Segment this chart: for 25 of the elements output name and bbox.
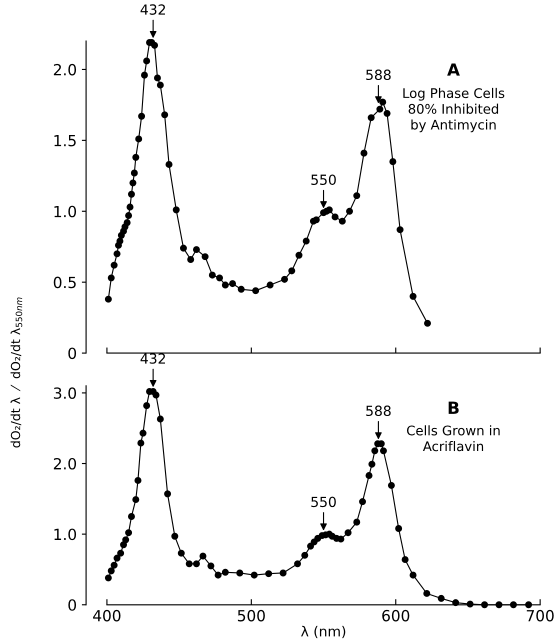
annotation: 432 — [140, 4, 165, 15]
y-tick-label: 1.5 — [54, 135, 76, 146]
annotation: B — [448, 402, 459, 414]
y-tick-label: 3.0 — [54, 387, 76, 399]
annotation: 432 — [140, 353, 165, 364]
annotation: 588 — [366, 70, 391, 80]
y-tick-label: 1.0 — [54, 206, 76, 218]
y-axis-title: dO₂/dt λ ⁄ dO₂/dt λ$_{550nm}$ — [10, 297, 22, 448]
y-tick-label: 1.0 — [54, 528, 76, 540]
annotation: A — [447, 63, 460, 76]
y-tick-label: 0.5 — [54, 276, 76, 288]
y-tick-label: 2.0 — [54, 458, 76, 470]
annotation: 588 — [366, 406, 391, 416]
x-tick-label: 500 — [238, 610, 265, 622]
y-tick-label: 2.0 — [54, 64, 76, 76]
annotation: 550 — [311, 174, 336, 186]
x-tick-label: 700 — [526, 610, 554, 622]
y-tick-label: 0 — [68, 599, 76, 611]
x-tick-label: 600 — [382, 610, 410, 622]
x-axis-title: λ (nm) — [301, 626, 346, 638]
annotation: Cells Grown in Acriflavin — [406, 425, 500, 452]
y-tick-label: 0 — [68, 348, 76, 360]
x-tick-label: 400 — [93, 610, 120, 622]
annotation: 550 — [311, 496, 336, 508]
annotation: Log Phase Cells 80% Inhibited by Antimycin — [403, 88, 504, 132]
